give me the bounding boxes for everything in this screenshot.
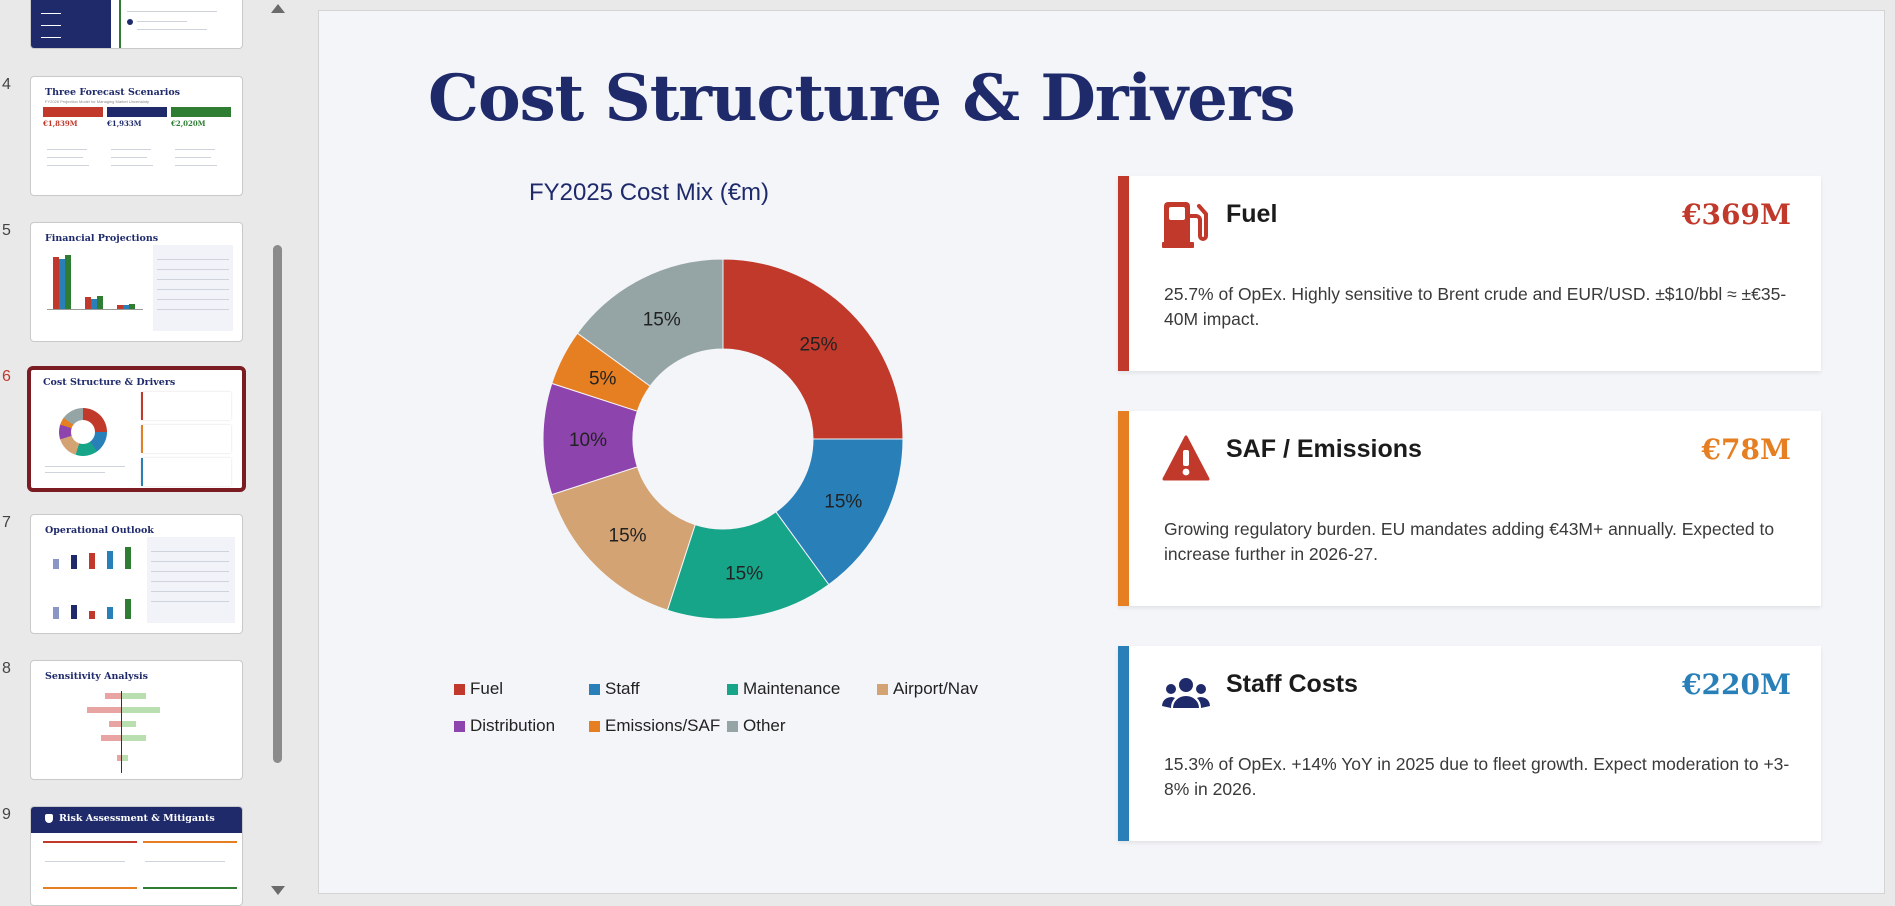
donut-slice-maintenance <box>666 511 830 620</box>
thumbnail-bull-value: €2,020M <box>171 119 206 128</box>
scrollbar-thumb[interactable] <box>273 245 282 763</box>
slide-number: 9 <box>2 806 11 823</box>
thumbnail-title: Risk Assessment & Mitigants <box>59 813 215 824</box>
slide-number: 5 <box>2 222 11 239</box>
saf-emissions-card: SAF / Emissions €78M Growing regulatory … <box>1118 411 1821 606</box>
card-heading: Staff Costs <box>1226 670 1358 698</box>
gas-pump-icon <box>1162 202 1208 248</box>
card-description: Growing regulatory burden. EU mandates a… <box>1164 519 1775 564</box>
card-description: 15.3% of OpEx. +14% YoY in 2025 due to f… <box>1164 754 1790 799</box>
staff-costs-card: Staff Costs €220M 15.3% of OpEx. +14% Yo… <box>1118 646 1821 841</box>
slide-thumbnail-8-preview[interactable]: Sensitivity Analysis <box>30 660 243 780</box>
thumbnail-title: Sensitivity Analysis <box>45 671 148 682</box>
legend-label: Distribution <box>470 716 556 735</box>
donut-slice-label: 15% <box>609 525 647 546</box>
donut-slice-label: 25% <box>799 335 837 356</box>
legend-label: Staff <box>605 679 640 698</box>
card-heading: SAF / Emissions <box>1226 435 1422 463</box>
slide-title: Cost Structure & Drivers <box>428 61 1296 136</box>
slide-number: 7 <box>2 514 11 531</box>
legend-swatch <box>454 720 465 732</box>
legend-swatch <box>589 720 600 732</box>
users-icon <box>1162 678 1210 708</box>
slide-thumbnail-4-preview[interactable]: Three Forecast Scenarios FY2026 Projecti… <box>30 76 243 196</box>
legend-label: Other <box>743 716 786 735</box>
thumbnail-title: Financial Projections <box>45 233 159 244</box>
warning-icon <box>1162 435 1210 481</box>
card-value: €220M <box>1682 668 1791 701</box>
legend-label: Airport/Nav <box>893 679 979 698</box>
shield-icon <box>45 814 53 823</box>
legend-swatch <box>727 683 738 695</box>
slide-canvas[interactable]: Cost Structure & Drivers FY2025 Cost Mix… <box>318 10 1885 894</box>
thumbnail-subtitle: FY2026 Projection Model for Managing Mar… <box>45 99 150 104</box>
donut-slice-fuel <box>722 258 904 440</box>
donut-slice-staff <box>775 438 904 586</box>
donut-slice-label: 5% <box>589 369 617 390</box>
legend-item: Distribution <box>454 716 555 736</box>
donut-slice-label: 15% <box>725 563 763 584</box>
cost-mix-donut-chart: 25% 15% 15% 15% 10% 5% 15% <box>542 258 904 620</box>
slide-thumbnail-9-preview[interactable]: Risk Assessment & Mitigants <box>30 806 243 906</box>
card-value: €369M <box>1682 198 1791 231</box>
legend-swatch <box>454 683 465 695</box>
card-accent-bar <box>1118 176 1129 371</box>
legend-label: Maintenance <box>743 679 841 698</box>
legend-swatch <box>877 683 888 695</box>
legend-item: Other <box>727 716 786 736</box>
slide-number: 8 <box>2 660 11 677</box>
slide-number: 4 <box>2 76 11 93</box>
legend-item: Maintenance <box>727 679 840 699</box>
thumbnail-title: Cost Structure & Drivers <box>43 377 176 388</box>
legend-swatch <box>589 683 600 695</box>
card-accent-bar <box>1118 646 1129 841</box>
thumbnail-scrollbar[interactable] <box>268 0 288 900</box>
legend-label: Emissions/SAF <box>605 716 721 735</box>
fuel-card: Fuel €369M 25.7% of OpEx. Highly sensiti… <box>1118 176 1821 371</box>
slide-thumbnail-7-preview[interactable]: Operational Outlook <box>30 514 243 634</box>
legend-item: Fuel <box>454 679 503 699</box>
slide-thumbnail-3-preview[interactable] <box>30 0 243 49</box>
slide-thumbnail-panel: 4 Three Forecast Scenarios FY2026 Projec… <box>0 0 258 906</box>
legend-item: Staff <box>589 679 640 699</box>
donut-slice-other <box>576 258 724 387</box>
legend-swatch <box>727 720 738 732</box>
thumbnail-title: Operational Outlook <box>45 525 154 536</box>
thumbnail-bear-value: €1,839M <box>43 119 78 128</box>
card-accent-bar <box>1118 411 1129 606</box>
card-description: 25.7% of OpEx. Highly sensitive to Brent… <box>1164 284 1787 329</box>
card-heading: Fuel <box>1226 200 1278 228</box>
scroll-down-arrow-icon[interactable] <box>271 886 285 895</box>
thumbnail-title: Three Forecast Scenarios <box>45 87 181 98</box>
donut-slice-airport-nav <box>551 466 696 611</box>
thumbnail-base-value: €1,933M <box>107 119 142 128</box>
scroll-up-arrow-icon[interactable] <box>271 4 285 13</box>
slide-number-active: 6 <box>2 368 11 385</box>
donut-slice-label: 15% <box>824 491 862 512</box>
legend-item: Emissions/SAF <box>589 716 720 736</box>
card-value: €78M <box>1701 433 1791 466</box>
slide-thumbnail-5-preview[interactable]: Financial Projections <box>30 222 243 342</box>
donut-slice-label: 10% <box>569 430 607 451</box>
slide-thumbnail-6-preview-selected[interactable]: Cost Structure & Drivers <box>27 366 246 492</box>
legend-label: Fuel <box>470 679 504 698</box>
chart-title: FY2025 Cost Mix (€m) <box>528 179 770 206</box>
legend-item: Airport/Nav <box>877 679 978 699</box>
donut-slice-label: 15% <box>643 310 681 331</box>
